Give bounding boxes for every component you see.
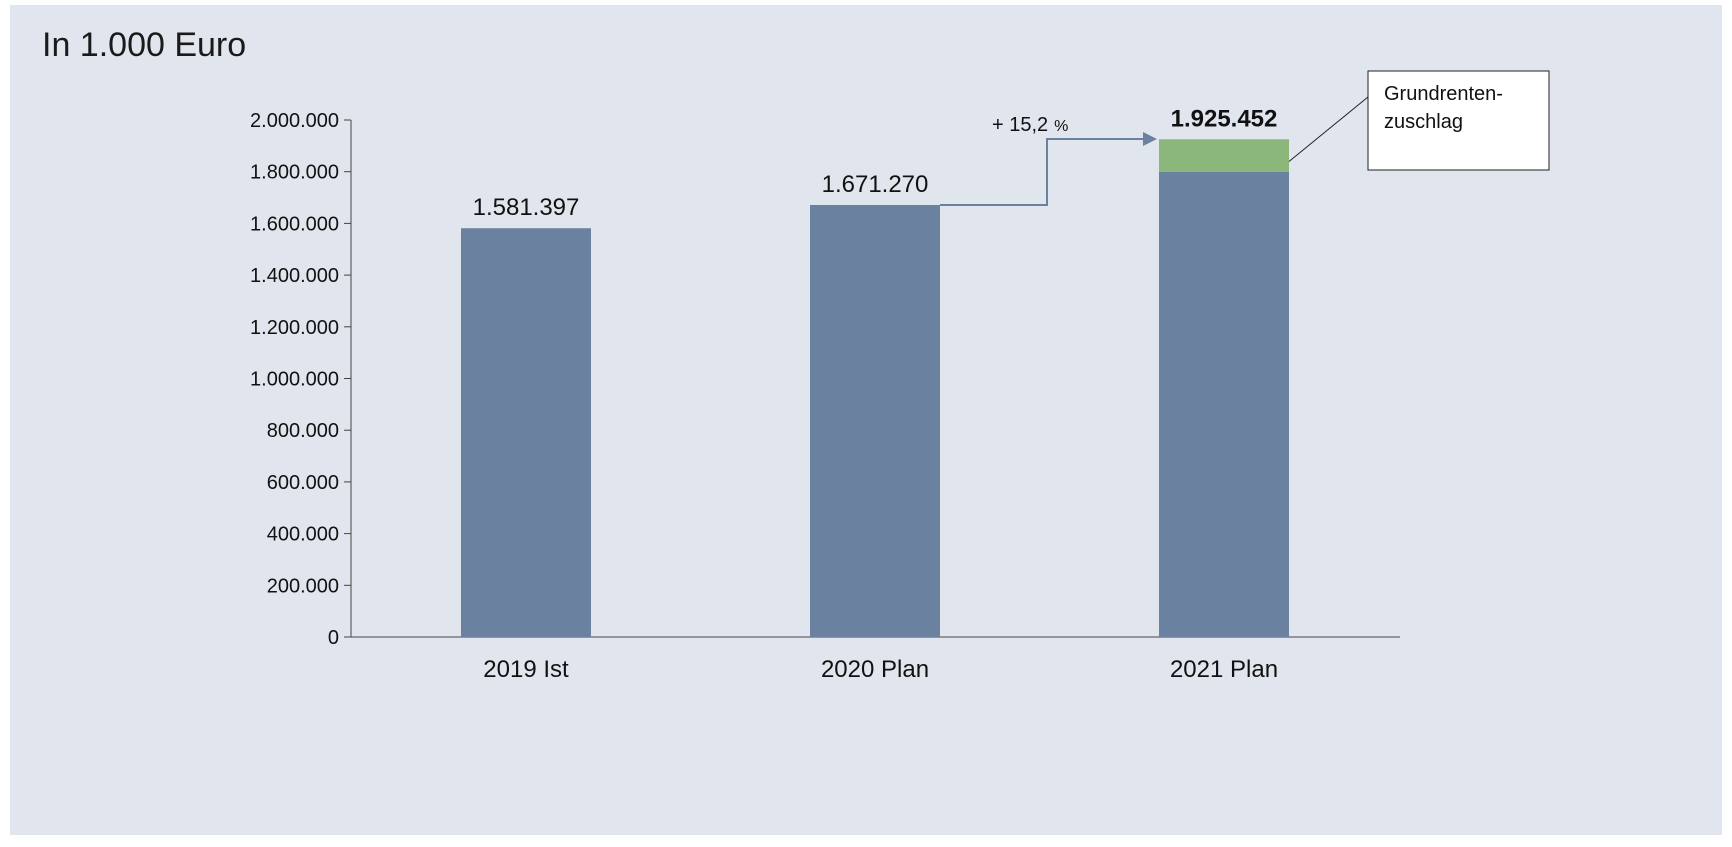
y-tick-label: 600.000 <box>267 472 339 494</box>
bars <box>461 139 1289 638</box>
callout-text: zuschlag <box>1384 111 1463 133</box>
change-arrow-head <box>1143 132 1157 146</box>
value-label: 1.581.397 <box>473 194 580 221</box>
callout-text: Grundrenten- <box>1384 83 1503 105</box>
bar <box>461 228 591 638</box>
y-tick-label: 200.000 <box>267 575 339 597</box>
y-tick-label: 1.800.000 <box>250 162 339 184</box>
y-tick-label: 1.600.000 <box>250 213 339 235</box>
change-annotation: + 15,2% <box>940 114 1157 206</box>
change-unit: % <box>1054 118 1068 135</box>
y-tick-label: 800.000 <box>267 420 339 442</box>
change-value: + 15,2 <box>992 114 1048 136</box>
x-category-label: 2021 Plan <box>1170 656 1278 683</box>
y-tick-label: 1.000.000 <box>250 369 339 391</box>
y-tick-label: 0 <box>328 627 339 649</box>
bar <box>1159 171 1289 637</box>
change-arrow-line <box>940 138 1145 206</box>
x-category-label: 2020 Plan <box>821 656 929 683</box>
callout: Grundrenten-zuschlag <box>1288 70 1550 171</box>
callout-leader-line <box>1288 96 1369 162</box>
bar <box>810 204 940 638</box>
bar-segment-grundrentenzuschlag <box>1159 139 1289 172</box>
y-tick-label: 1.200.000 <box>250 317 339 339</box>
value-labels: 1.581.397 1.671.270 1.925.452 <box>473 105 1278 221</box>
value-label: 1.671.270 <box>822 171 929 198</box>
x-axis: 2019 Ist 2020 Plan 2021 Plan <box>351 636 1400 683</box>
y-tick-label: 2.000.000 <box>250 110 339 132</box>
callout-box <box>1367 70 1550 171</box>
y-tick-label: 1.400.000 <box>250 265 339 287</box>
x-category-label: 2019 Ist <box>483 656 569 683</box>
y-axis: 0 200.000 400.000 600.000 800.000 1.000.000 1.… <box>250 110 352 649</box>
value-label: 1.925.452 <box>1171 105 1278 132</box>
y-tick-label: 400.000 <box>267 524 339 546</box>
unit-label: In 1.000 Euro <box>42 26 247 64</box>
change-label: + 15,2% <box>992 114 1068 136</box>
